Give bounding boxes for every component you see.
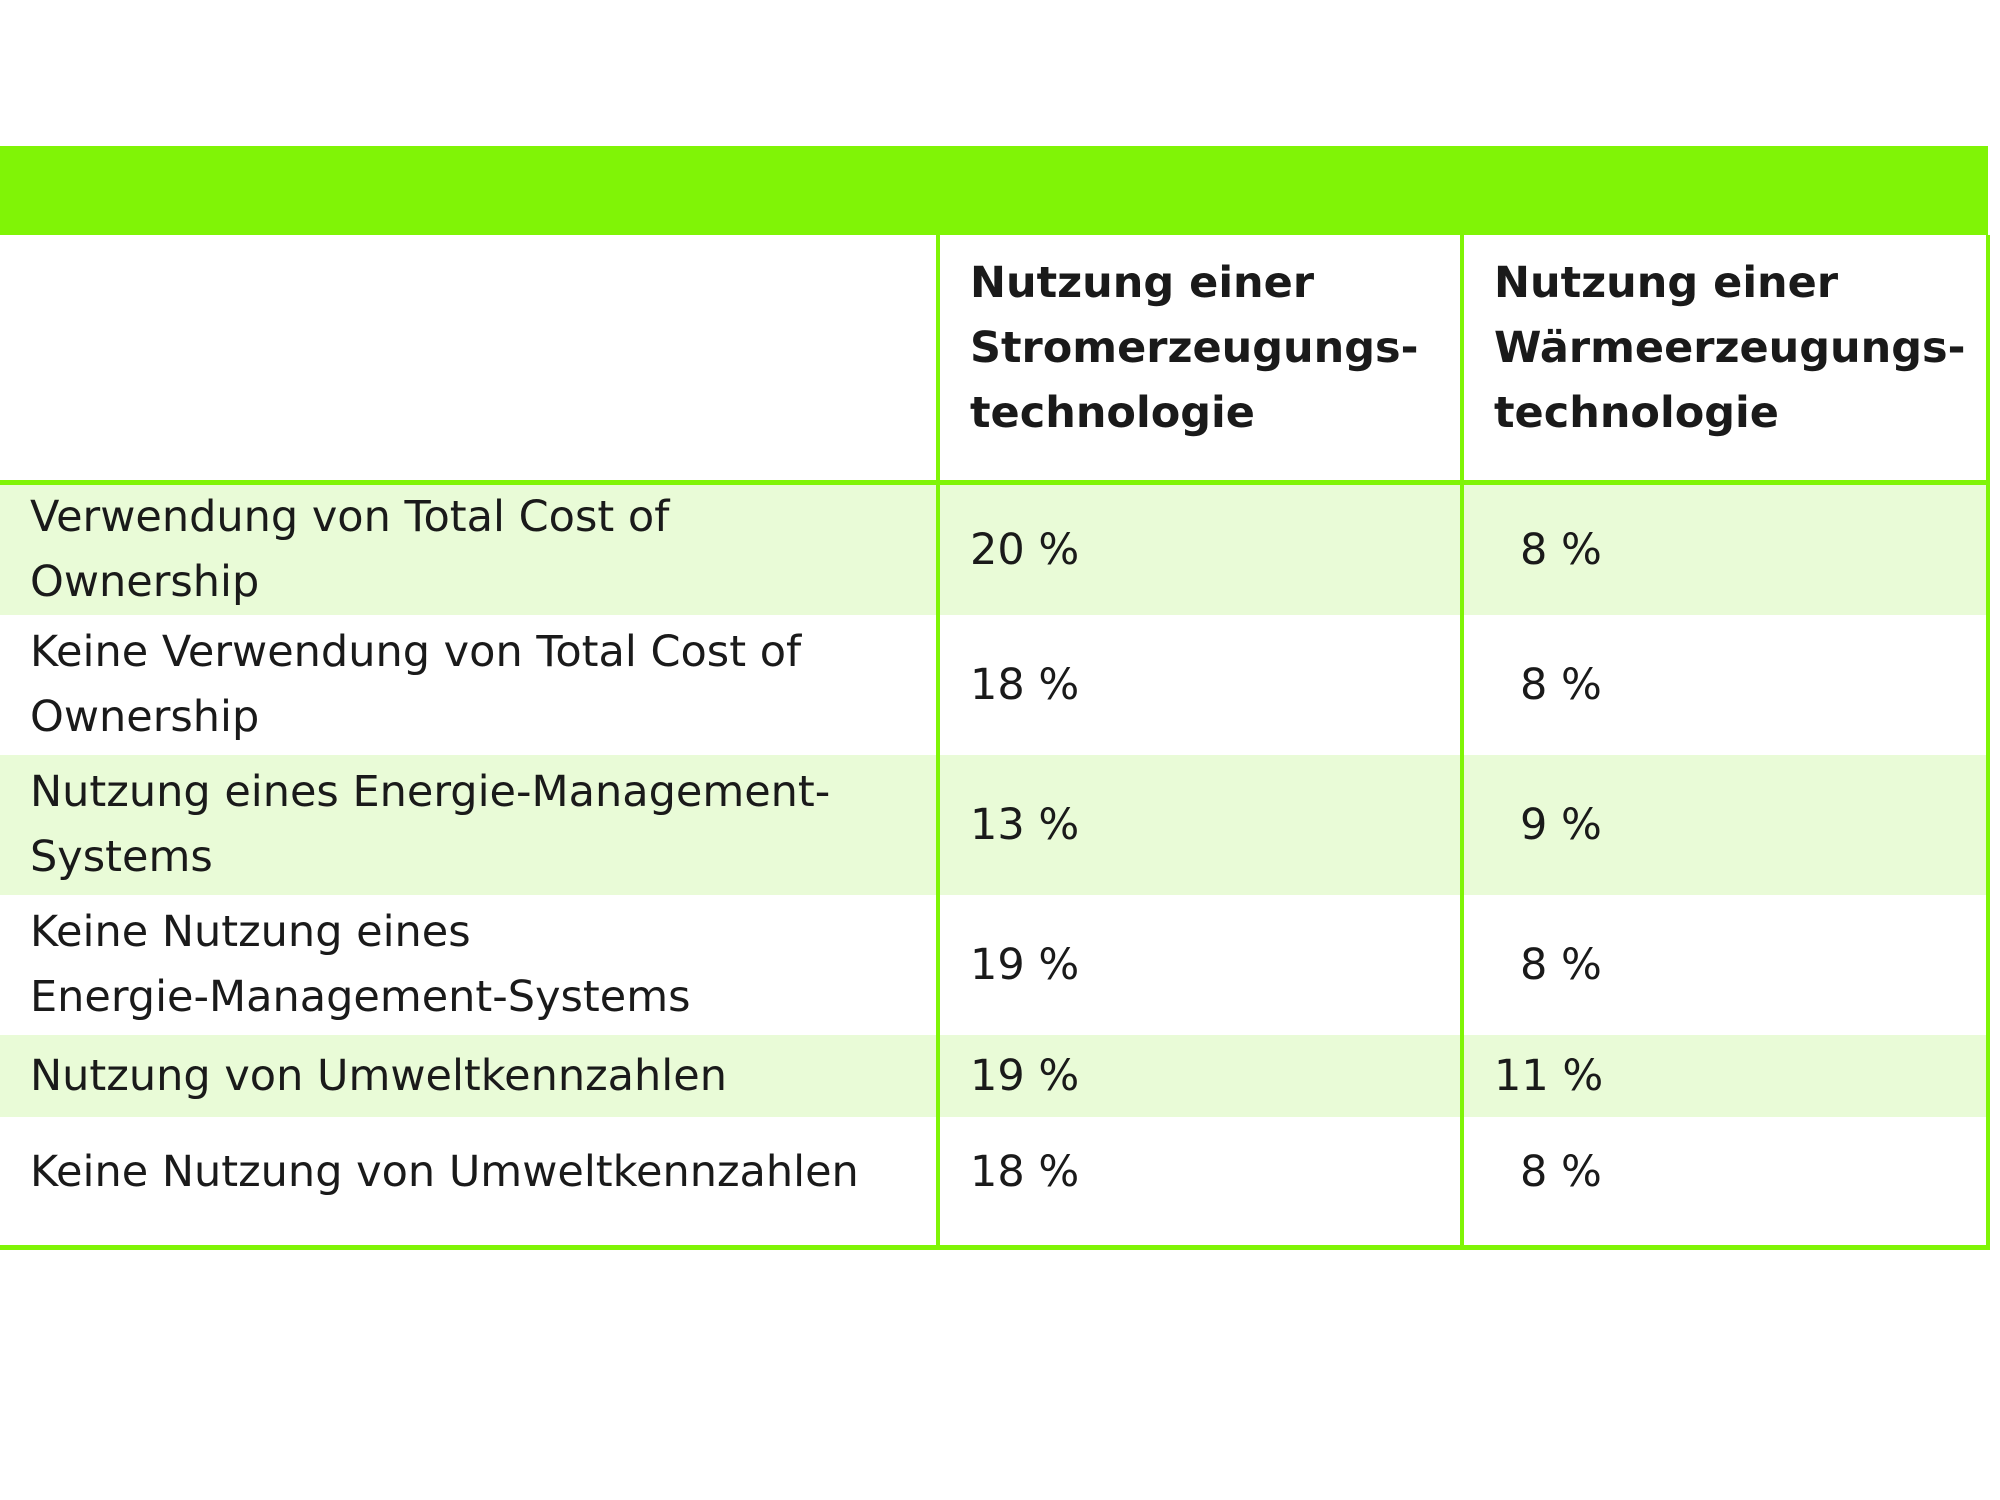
table-row: Keine Verwendung von Total Cost of Owner… <box>0 615 1990 755</box>
row-value-waerme-text: 9 % <box>1520 799 1602 850</box>
comparison-table: Nutzung einer Stromerzeugungs- technolog… <box>0 235 1990 1250</box>
row-value-waerme-text: 8 % <box>1520 939 1602 990</box>
row-value-strom: 13 % <box>936 755 1464 895</box>
header-cell-strom: Nutzung einer Stromerzeugungs- technolog… <box>936 235 1464 485</box>
row-value-waerme: 8 % <box>1460 895 1990 1035</box>
row-value-waerme: 8 % <box>1460 1117 1990 1248</box>
table-row: Verwendung von Total Cost of Ownership 2… <box>0 482 1990 615</box>
header-cell-waerme: Nutzung einer Wärmeerzeugungs- technolog… <box>1460 235 1990 485</box>
row-value-waerme: 8 % <box>1460 482 1990 615</box>
row-label: Nutzung von Umweltkennzahlen <box>0 1035 940 1117</box>
row-label: Keine Verwendung von Total Cost of Owner… <box>0 615 940 755</box>
row-label: Keine Nutzung eines Energie-Management-S… <box>0 895 940 1035</box>
header-cell-label <box>0 235 940 485</box>
row-value-strom: 20 % <box>936 482 1464 615</box>
table-header-banner <box>0 146 1988 235</box>
row-value-waerme: 8 % <box>1460 615 1990 755</box>
table-row: Keine Nutzung eines Energie-Management-S… <box>0 895 1990 1035</box>
table-row: Nutzung eines Energie-Management- System… <box>0 755 1990 895</box>
row-value-strom: 19 % <box>936 1035 1464 1117</box>
row-value-waerme-text: 8 % <box>1520 659 1602 710</box>
row-value-waerme-text: 8 % <box>1520 524 1602 575</box>
row-label: Nutzung eines Energie-Management- System… <box>0 755 940 895</box>
row-value-waerme-text: 11 % <box>1494 1050 1604 1101</box>
row-value-waerme: 11 % <box>1460 1035 1990 1117</box>
table-header-row: Nutzung einer Stromerzeugungs- technolog… <box>0 235 1990 485</box>
row-label: Verwendung von Total Cost of Ownership <box>0 482 940 615</box>
row-value-strom: 18 % <box>936 1117 1464 1248</box>
row-value-waerme: 9 % <box>1460 755 1990 895</box>
row-value-strom: 18 % <box>936 615 1464 755</box>
row-label: Keine Nutzung von Umweltkennzahlen <box>0 1117 940 1248</box>
comparison-table-container: Nutzung einer Stromerzeugungs- technolog… <box>0 146 1990 1250</box>
row-value-waerme-text: 8 % <box>1520 1146 1602 1197</box>
table-row: Nutzung von Umweltkennzahlen 19 % 11 % <box>0 1035 1990 1117</box>
row-value-strom: 19 % <box>936 895 1464 1035</box>
table-row: Keine Nutzung von Umweltkennzahlen 18 % … <box>0 1117 1990 1248</box>
